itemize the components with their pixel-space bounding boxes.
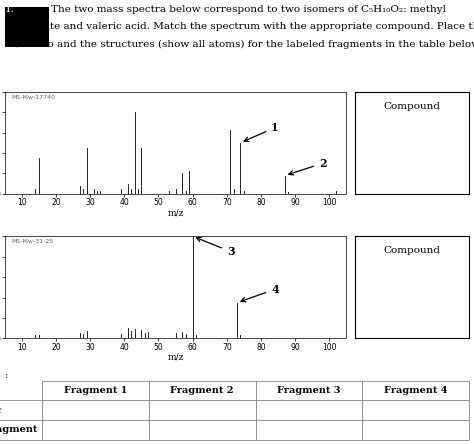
Text: Compound: Compound [384,246,441,255]
Text: 1: 1 [244,122,279,141]
Text: MS-Mw-31-25: MS-Mw-31-25 [11,239,54,244]
Text: butanoate and valeric acid. Match the spectrum with the appropriate compound. Pl: butanoate and valeric acid. Match the sp… [7,23,474,32]
X-axis label: m/z: m/z [167,208,184,218]
Text: 2: 2 [289,158,327,175]
Text: 1.: 1. [5,5,15,14]
Bar [5,7,49,47]
X-axis label: m/z: m/z [167,353,184,362]
Text: 3: 3 [196,238,235,257]
Text: Compound: Compound [384,102,441,111]
Text: 4: 4 [241,284,279,302]
Text: :: : [5,371,8,380]
Text: The two mass spectra below correspond to two isomers of C₅H₁₀O₂: methyl: The two mass spectra below correspond to… [51,5,446,14]
Text: MS-Mw-17740: MS-Mw-17740 [11,95,55,100]
Text: m/z ratio and the structures (show all atoms) for the labeled fragments in the t: m/z ratio and the structures (show all a… [7,40,474,49]
